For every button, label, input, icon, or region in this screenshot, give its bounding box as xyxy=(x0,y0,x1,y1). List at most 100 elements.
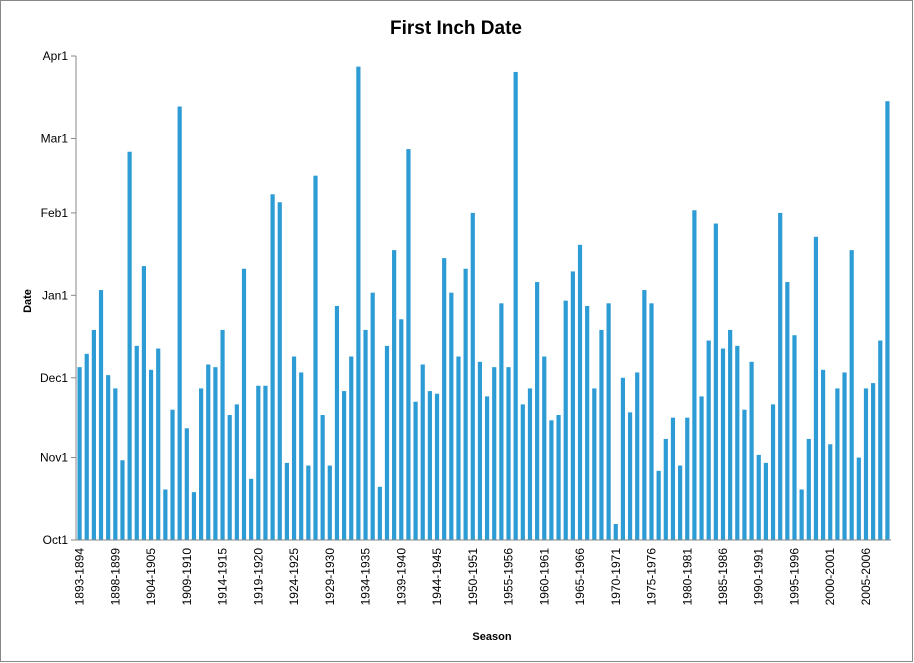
x-tick-label: 1950-1951 xyxy=(466,548,480,606)
bar xyxy=(549,420,554,540)
bar xyxy=(384,345,390,540)
y-tick-label: Nov1 xyxy=(40,451,68,465)
bar xyxy=(585,305,590,540)
bar xyxy=(234,404,239,540)
bar xyxy=(506,367,511,540)
bar xyxy=(577,244,583,541)
y-axis-title: Date xyxy=(22,289,34,313)
bar xyxy=(713,223,718,541)
x-tick-label: 1893-1894 xyxy=(73,548,87,606)
x-tick-label: 1914-1915 xyxy=(216,548,230,606)
bar xyxy=(692,210,697,540)
bar xyxy=(878,340,883,540)
bar xyxy=(349,356,354,540)
bar xyxy=(792,335,797,540)
bar xyxy=(706,340,711,540)
bar xyxy=(370,292,375,540)
x-tick-label: 1919-1920 xyxy=(251,548,265,606)
bar xyxy=(613,524,618,540)
bar xyxy=(728,329,733,540)
bar xyxy=(291,356,297,540)
bar xyxy=(756,454,761,540)
bar xyxy=(263,385,268,540)
bar xyxy=(170,409,175,540)
bar xyxy=(820,369,826,540)
bar xyxy=(856,457,861,540)
x-tick-label: 1985-1986 xyxy=(716,548,730,606)
bar xyxy=(449,292,454,540)
bar xyxy=(627,412,633,540)
bar xyxy=(98,290,104,540)
y-tick-label: Oct1 xyxy=(43,533,69,547)
bar xyxy=(656,470,661,540)
bar xyxy=(599,329,604,540)
x-tick-label: 1990-1991 xyxy=(752,548,766,606)
bar xyxy=(120,460,125,540)
bar xyxy=(670,417,676,540)
bar xyxy=(134,345,139,540)
bar xyxy=(470,212,475,540)
bar xyxy=(871,383,876,540)
bar xyxy=(527,388,533,540)
bar xyxy=(420,364,425,540)
bar xyxy=(720,348,726,540)
bar xyxy=(427,391,432,540)
bar xyxy=(220,329,225,540)
bar xyxy=(399,319,404,540)
x-tick-label: 1970-1971 xyxy=(609,548,623,606)
bar xyxy=(542,356,547,540)
bar xyxy=(249,478,254,540)
bar xyxy=(685,417,690,540)
bar xyxy=(184,428,189,540)
x-tick-label: 1909-1910 xyxy=(180,548,194,606)
bar xyxy=(556,415,561,540)
bar xyxy=(749,361,754,540)
bar xyxy=(442,258,447,540)
bar xyxy=(842,372,847,540)
bar xyxy=(313,175,318,540)
bar xyxy=(828,444,833,540)
bar xyxy=(699,396,704,540)
bar xyxy=(463,268,468,540)
bar xyxy=(742,409,747,540)
x-tick-label: 1929-1930 xyxy=(323,548,337,606)
y-tick-label: Jan1 xyxy=(42,288,68,302)
bar xyxy=(849,250,854,540)
bar xyxy=(341,391,347,540)
bar xyxy=(77,367,82,540)
bar xyxy=(484,396,490,540)
bar xyxy=(799,489,804,540)
x-tick-label: 1944-1945 xyxy=(430,548,444,606)
bar xyxy=(127,151,132,540)
bar xyxy=(199,388,204,540)
x-tick-label: 2000-2001 xyxy=(823,548,837,606)
bar xyxy=(520,404,525,540)
bar xyxy=(277,202,282,540)
bar xyxy=(191,492,197,540)
bar xyxy=(306,465,311,540)
x-tick-label: 1904-1905 xyxy=(144,548,158,606)
bar xyxy=(649,303,654,540)
x-tick-label: 2005-2006 xyxy=(859,548,873,606)
bar xyxy=(499,303,504,540)
x-tick-label: 1980-1981 xyxy=(680,548,694,606)
x-tick-label: 1995-1996 xyxy=(787,548,801,606)
x-tick-label: 1924-1925 xyxy=(287,548,301,606)
bar xyxy=(563,300,568,540)
bar xyxy=(678,465,683,540)
bar xyxy=(363,329,368,540)
bar xyxy=(284,462,289,540)
bar xyxy=(663,438,668,540)
bar xyxy=(813,236,819,541)
bar xyxy=(606,303,611,540)
x-axis-title: Season xyxy=(472,631,511,643)
bar xyxy=(513,71,518,540)
bar xyxy=(327,465,332,540)
x-tick-label: 1965-1966 xyxy=(573,548,587,606)
y-tick-label: Dec1 xyxy=(40,371,68,385)
bar xyxy=(456,356,461,540)
bar xyxy=(227,415,232,540)
x-tick-label: 1898-1899 xyxy=(108,548,122,606)
bar xyxy=(163,489,168,540)
